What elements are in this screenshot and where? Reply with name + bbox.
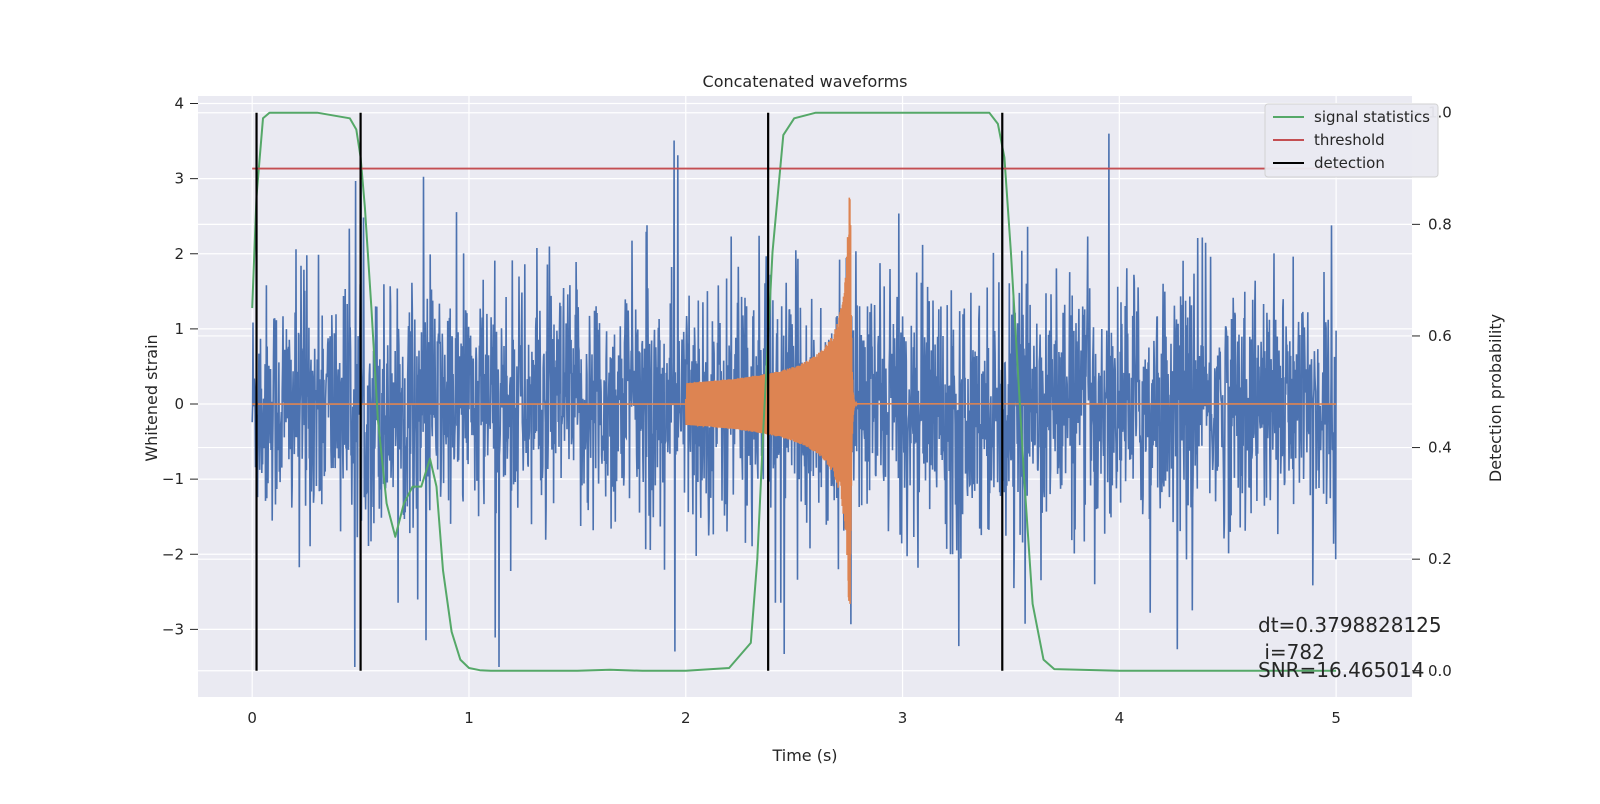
x-axis-label: Time (s) bbox=[771, 746, 837, 765]
x-tick-label: 5 bbox=[1331, 709, 1341, 727]
y-tick-label: 2 bbox=[174, 245, 184, 263]
x-tick-label: 4 bbox=[1115, 709, 1125, 727]
y2-axis-label: Detection probability bbox=[1486, 314, 1505, 482]
y-tick-label: −2 bbox=[162, 545, 184, 563]
x-tick-label: 0 bbox=[247, 709, 257, 727]
annotation-snr: SNR=16.465014 bbox=[1258, 658, 1424, 682]
detection-series bbox=[255, 112, 1004, 671]
legend-box bbox=[1264, 103, 1439, 178]
y-tick-label: 1 bbox=[174, 320, 184, 338]
legend-label-threshold: threshold bbox=[1314, 131, 1385, 149]
y2-tick-label: 0.0 bbox=[1428, 662, 1452, 680]
y-axis-label: Whitened strain bbox=[142, 334, 161, 461]
y-tick-label: −1 bbox=[162, 470, 184, 488]
x-tick-label: 1 bbox=[464, 709, 474, 727]
y-tick-label: 3 bbox=[174, 170, 184, 188]
legend: signal statistics threshold detection bbox=[1264, 103, 1439, 178]
chirp-line bbox=[252, 197, 1337, 604]
chirp-series bbox=[252, 197, 1337, 604]
y-tick-label: 0 bbox=[174, 395, 184, 413]
chart-title: Concatenated waveforms bbox=[703, 72, 908, 91]
annotation-dt: dt=0.3798828125 bbox=[1258, 613, 1442, 637]
annotation-index: i=782 bbox=[1258, 640, 1325, 664]
legend-label-detection: detection bbox=[1314, 154, 1385, 172]
y2-tick-label: 0.8 bbox=[1428, 215, 1452, 233]
y-tick-label: −3 bbox=[162, 620, 184, 638]
y-tick-label: 4 bbox=[174, 95, 184, 113]
x-tick-label: 2 bbox=[681, 709, 691, 727]
x-tick-label: 3 bbox=[898, 709, 908, 727]
y2-tick-label: 0.6 bbox=[1428, 327, 1452, 345]
y2-tick-label: 0.2 bbox=[1428, 550, 1452, 568]
y2-tick-label: 0.4 bbox=[1428, 439, 1452, 457]
legend-label-signal-statistics: signal statistics bbox=[1314, 108, 1430, 126]
